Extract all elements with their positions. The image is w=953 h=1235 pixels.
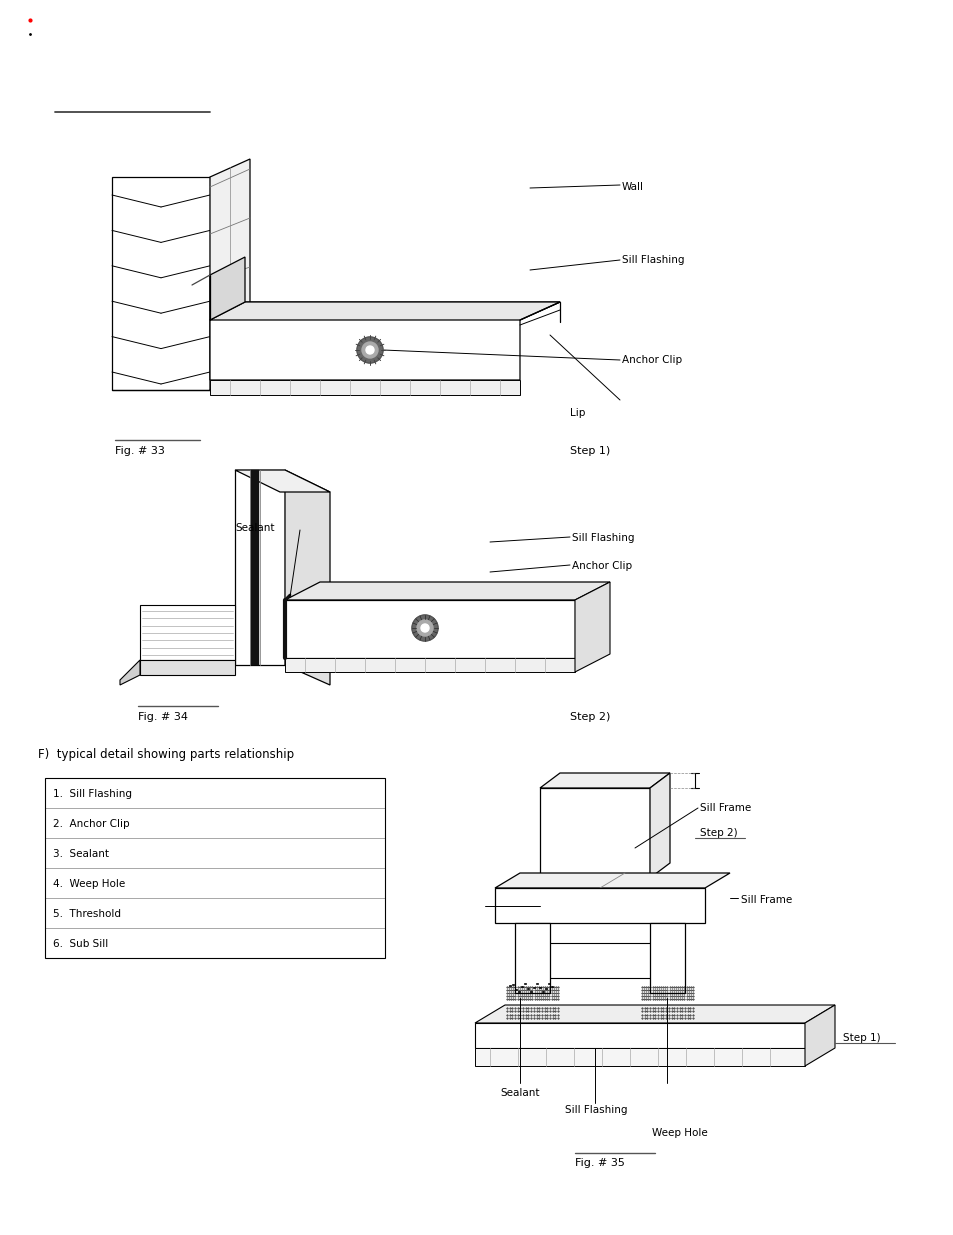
Polygon shape [112,177,210,390]
Polygon shape [649,773,669,878]
Text: F)  typical detail showing parts relationship: F) typical detail showing parts relation… [38,748,294,761]
Polygon shape [539,773,669,788]
Text: Lip: Lip [569,408,585,417]
Text: Fig. # 35: Fig. # 35 [575,1158,624,1168]
Polygon shape [495,888,704,923]
Polygon shape [120,659,140,685]
Text: 3.  Sealant: 3. Sealant [53,848,109,860]
Circle shape [361,342,377,358]
Polygon shape [285,582,609,600]
Text: Sill Flashing: Sill Flashing [572,534,634,543]
Polygon shape [285,471,330,685]
Polygon shape [210,303,559,320]
Text: Weep Hole: Weep Hole [652,1128,707,1137]
Polygon shape [210,257,245,320]
Text: Step 1): Step 1) [569,446,610,456]
Polygon shape [649,923,684,993]
Polygon shape [475,1005,834,1023]
Text: Wall: Wall [621,182,643,191]
Text: Anchor Clip: Anchor Clip [621,354,681,366]
Polygon shape [210,159,250,390]
Polygon shape [285,658,575,672]
Polygon shape [210,380,519,395]
Circle shape [416,620,433,636]
Text: Sealant: Sealant [234,522,274,534]
Text: Sill Flashing: Sill Flashing [564,1105,627,1115]
Text: Fig. # 33: Fig. # 33 [115,446,165,456]
Circle shape [366,346,374,354]
Polygon shape [515,923,550,993]
Polygon shape [210,303,559,380]
Polygon shape [140,659,234,676]
Text: Step 2): Step 2) [700,827,737,839]
Circle shape [356,337,382,363]
Polygon shape [234,471,285,664]
Text: 6.  Sub Sill: 6. Sub Sill [53,939,108,948]
Text: Sill Frame: Sill Frame [740,895,791,905]
Text: 5.  Threshold: 5. Threshold [53,909,121,919]
Polygon shape [495,873,729,888]
Text: 1.  Sill Flashing: 1. Sill Flashing [53,789,132,799]
Bar [45,778,385,958]
Text: Step 2): Step 2) [569,713,610,722]
Polygon shape [285,600,575,658]
Polygon shape [475,1023,804,1049]
Text: Step 1): Step 1) [842,1032,880,1044]
Polygon shape [804,1005,834,1066]
Text: Sill Flashing: Sill Flashing [621,254,684,266]
Polygon shape [575,582,609,672]
Polygon shape [539,788,649,878]
Text: Fig. # 34: Fig. # 34 [138,713,188,722]
Polygon shape [251,471,258,664]
Text: 4.  Weep Hole: 4. Weep Hole [53,879,125,889]
Text: 2.  Anchor Clip: 2. Anchor Clip [53,819,130,829]
Text: Sill Frame: Sill Frame [700,803,750,813]
Circle shape [420,624,429,632]
Text: Anchor Clip: Anchor Clip [572,561,632,571]
Text: Sealant: Sealant [499,1088,539,1098]
Polygon shape [234,471,330,492]
Polygon shape [475,1049,804,1066]
Circle shape [412,615,437,641]
Polygon shape [140,605,234,659]
